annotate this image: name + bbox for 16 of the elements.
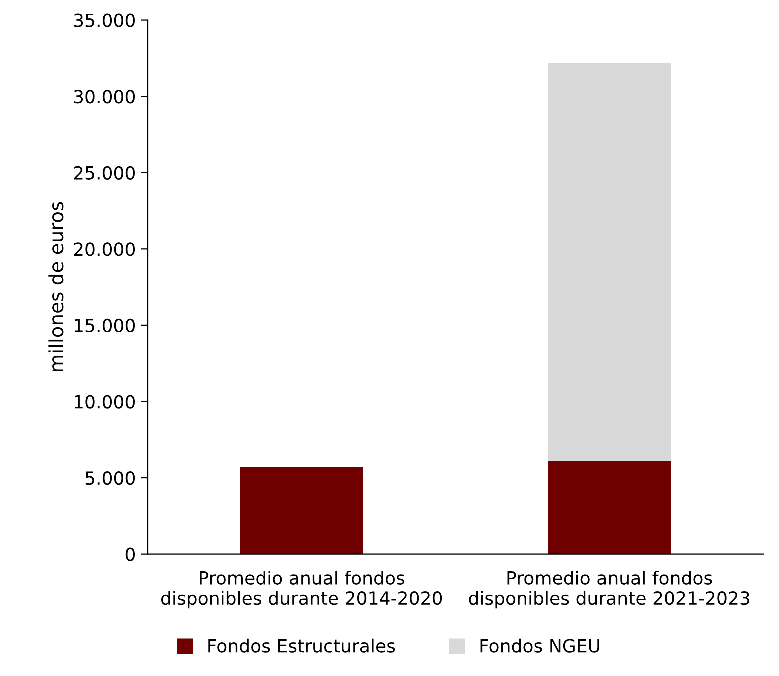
- y-tick-label: 35.000: [74, 14, 136, 28]
- y-tick-label: 15.000: [75, 318, 136, 333]
- bar: [548, 63, 672, 462]
- y-tick-label: 5.000: [86, 471, 136, 486]
- y-tick-label: 25.000: [74, 166, 136, 180]
- bar: [240, 467, 364, 554]
- x-tick-label: Promedio anual fondos disponibles durante 2021-2023: [469, 570, 750, 609]
- bar: [548, 461, 672, 554]
- x-tick-label: Promedio anual fondos disponibles durante 2014-2020: [161, 570, 442, 609]
- y-tick-label: 20.000: [74, 242, 136, 256]
- legend-label: Fondos NGEU: [480, 638, 600, 653]
- y-axis-title: millones de euros: [48, 202, 64, 372]
- legend-label: Fondos Estructurales: [208, 638, 396, 653]
- y-tick-label: 30.000: [74, 90, 136, 104]
- y-tick-label: 10.000: [75, 395, 136, 409]
- y-tick-label: 0: [126, 548, 136, 562]
